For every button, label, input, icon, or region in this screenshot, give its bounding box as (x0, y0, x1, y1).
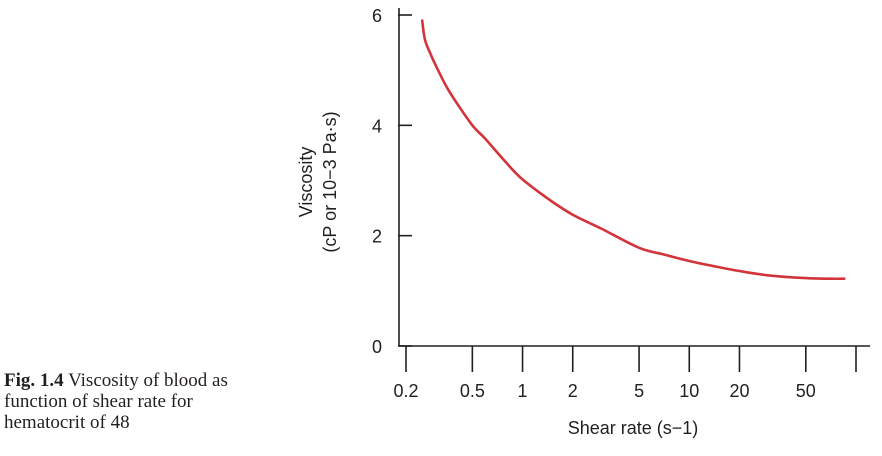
y-axis-title-line1: Viscosity (296, 147, 316, 218)
y-tick-label: 2 (372, 227, 382, 247)
x-tick-label: 1 (518, 381, 528, 401)
caption-text: Viscosity of blood as function of shear … (4, 370, 228, 433)
y-axis-title-line2: (cP or 10−3 Pa·s) (320, 111, 340, 252)
x-tick-label: 2 (568, 381, 578, 401)
figure-label: Fig. 1.4 (4, 370, 64, 391)
axes (398, 8, 870, 347)
viscosity-curve (420, 19, 846, 281)
x-tick-label: 5 (634, 381, 644, 401)
x-axis-title: Shear rate (s−1) (568, 418, 699, 438)
x-tick-label: 10 (679, 381, 699, 401)
x-tick-label: 0.5 (460, 381, 485, 401)
y-ticks: 0 2 4 6 (372, 6, 412, 357)
series-layer (420, 19, 846, 281)
x-tick-label: 0.2 (393, 381, 418, 401)
y-tick-label: 4 (372, 116, 382, 136)
x-ticks: 0.2 0.5 1 2 5 10 20 50 (393, 346, 857, 401)
figure-caption: Fig. 1.4 Viscosity of blood as function … (4, 370, 254, 433)
y-tick-label: 6 (372, 6, 382, 26)
y-tick-label: 0 (372, 337, 382, 357)
x-tick-label: 50 (796, 381, 816, 401)
x-tick-label: 20 (729, 381, 749, 401)
